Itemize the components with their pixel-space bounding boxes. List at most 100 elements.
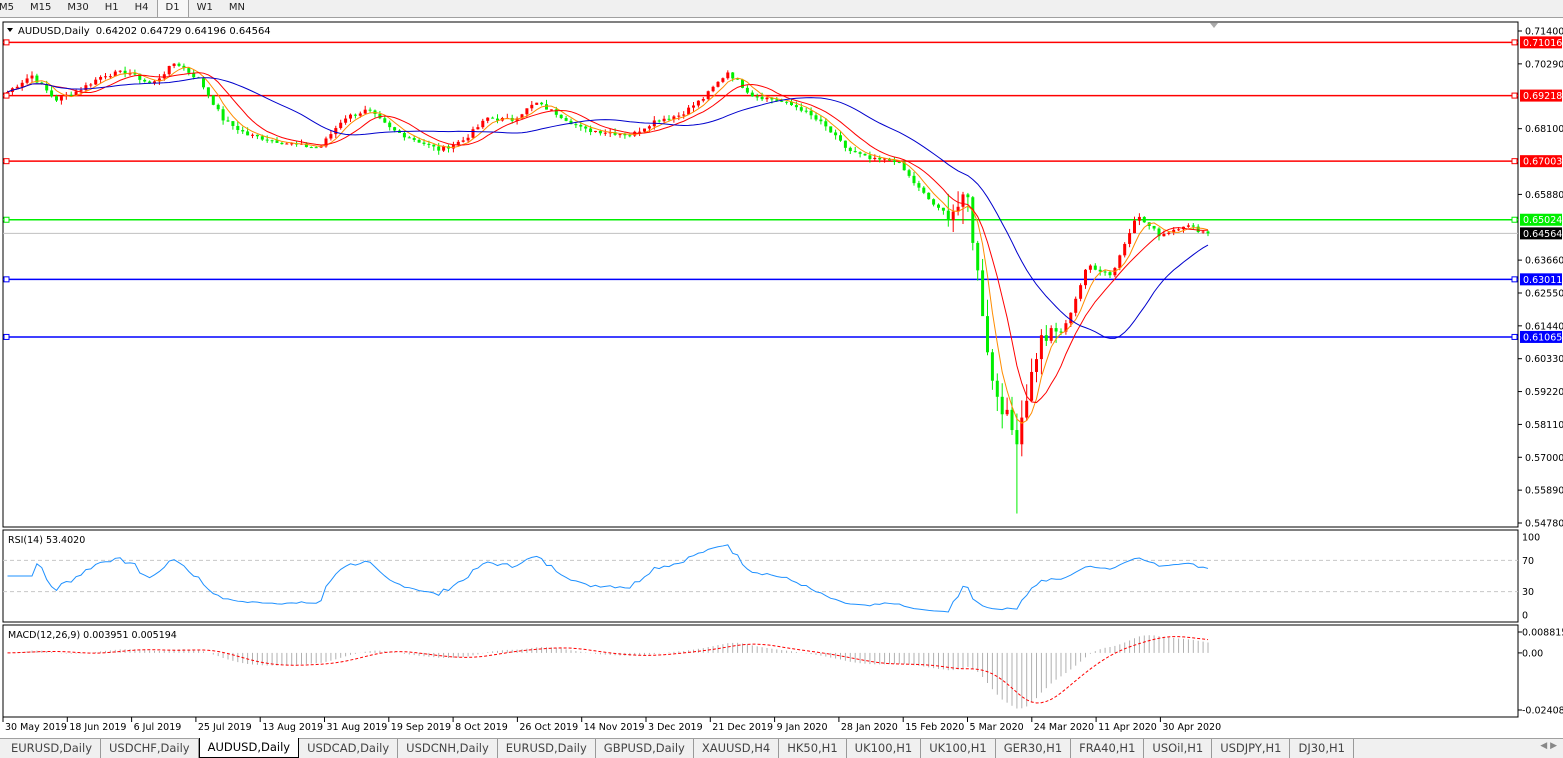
timeframe-m15[interactable]: M15: [30, 2, 52, 13]
rsi-panel[interactable]: [2, 529, 1519, 623]
timeframe-mn[interactable]: MN: [228, 2, 245, 13]
dropdown-triangle-icon[interactable]: [7, 28, 13, 32]
chart-tab[interactable]: USDCHF,Daily: [101, 739, 199, 758]
candle: [892, 156, 896, 165]
level-handle-left[interactable]: [3, 158, 10, 165]
candle: [677, 112, 681, 121]
candle: [961, 191, 965, 225]
timeframe-d1[interactable]: D1: [156, 0, 189, 17]
chart-tab[interactable]: UK100,H1: [847, 739, 922, 758]
date-tick-label: 15 Feb 2020: [905, 722, 964, 733]
candle: [564, 115, 568, 122]
level-handle-left[interactable]: [3, 39, 10, 46]
candle: [59, 95, 63, 105]
price-tick-label: 0.63660: [1525, 256, 1563, 267]
candle: [1191, 223, 1195, 230]
chart-tabs: EURUSD,Daily USDCHF,Daily AUDUSD,Daily USDC…: [0, 738, 1563, 758]
candle: [667, 115, 671, 122]
candle: [432, 144, 436, 151]
chart-tab[interactable]: AUDUSD,Daily: [198, 738, 300, 758]
chart-tab[interactable]: USDJPY,H1: [1212, 739, 1291, 758]
macd-label: MACD(12,26,9) 0.003951 0.005194: [8, 630, 177, 641]
candle: [69, 91, 73, 97]
level-price-tag: [1520, 213, 1562, 226]
candle: [692, 101, 695, 113]
candle: [990, 348, 994, 390]
candle: [535, 102, 539, 105]
candle: [108, 73, 112, 79]
candle: [834, 129, 838, 140]
chart-tab[interactable]: USDCNH,Daily: [398, 739, 498, 758]
level-handle-left[interactable]: [3, 92, 10, 99]
level-handle-left[interactable]: [3, 216, 10, 223]
price-tick-label: 0.71400: [1525, 27, 1563, 38]
chart-tab[interactable]: EURUSD,Daily: [3, 739, 101, 758]
chart-tab[interactable]: USOil,H1: [1144, 739, 1213, 758]
chart-tab[interactable]: FRA40,H1: [1071, 739, 1145, 758]
level-handle-left[interactable]: [3, 276, 10, 283]
macd-tick-label: 0.00: [1522, 648, 1543, 659]
level-handle-right[interactable]: [1511, 216, 1518, 223]
timeframe-m30[interactable]: M30: [67, 2, 89, 13]
candle: [1035, 352, 1038, 383]
timeframe-h1[interactable]: H1: [104, 2, 119, 13]
timeframe-toolbar: M5 M15 M30 H1 H4 D1 W1 MN: [0, 0, 1563, 18]
level-handle-right[interactable]: [1511, 158, 1518, 165]
candle: [118, 70, 122, 74]
chart-tab[interactable]: HK50,H1: [779, 739, 847, 758]
timeframe-h4[interactable]: H4: [134, 2, 149, 13]
candle: [79, 87, 83, 96]
price-tick-label: 0.60330: [1525, 354, 1563, 365]
candle: [402, 130, 406, 141]
chart-tab[interactable]: GER30,H1: [996, 739, 1072, 758]
candle: [932, 198, 936, 207]
candle: [1152, 225, 1156, 231]
candle: [706, 90, 710, 101]
candle: [741, 78, 744, 89]
chart-tab[interactable]: EURUSD,Daily: [498, 739, 596, 758]
chart-header: AUDUSD,Daily 0.64202 0.64729 0.64196 0.64…: [18, 26, 271, 37]
candle: [981, 258, 985, 317]
candle: [1157, 227, 1161, 241]
candle: [1025, 384, 1029, 421]
candle: [172, 63, 176, 69]
level-handle-right[interactable]: [1511, 276, 1518, 283]
chart-tab[interactable]: DJ30,H1: [1290, 739, 1354, 758]
candle: [662, 115, 666, 124]
candle: [368, 107, 372, 113]
macd-panel[interactable]: [2, 624, 1519, 718]
candle: [1030, 358, 1034, 402]
ma-mid-line: [7, 72, 1209, 404]
chart-tab[interactable]: XAUUSD,H4: [694, 739, 780, 758]
chart-tab[interactable]: GBPUSD,Daily: [596, 739, 694, 758]
candle: [1049, 325, 1053, 344]
rsi-tick-label: 100: [1522, 533, 1540, 544]
level-handle-right[interactable]: [1511, 333, 1518, 340]
chart-shift-marker-icon: [1210, 23, 1218, 28]
candle: [971, 195, 975, 251]
candle: [309, 146, 313, 149]
chart-tab[interactable]: USDCAD,Daily: [299, 739, 399, 758]
chart-window[interactable]: 0.71400 0.70290 0.68100 0.65880 0.63660 0.625…: [0, 18, 1563, 738]
tab-scroll-arrows-icon[interactable]: ◀ ▶: [1540, 741, 1557, 751]
candle: [976, 240, 980, 281]
level-handle-left[interactable]: [3, 333, 10, 340]
date-tick-label: 18 Jun 2019: [69, 722, 126, 733]
timeframe-m5[interactable]: M5: [0, 2, 14, 13]
candle: [863, 153, 867, 156]
level-handle-right[interactable]: [1511, 39, 1518, 46]
candle: [481, 118, 485, 129]
date-tick-label: 5 Mar 2020: [970, 722, 1024, 733]
candle: [907, 168, 911, 178]
main-price-panel[interactable]: [2, 21, 1519, 528]
date-tick-label: 8 Oct 2019: [455, 722, 508, 733]
candle: [1196, 224, 1200, 234]
chart-tab[interactable]: UK100,H1: [921, 739, 996, 758]
candle: [104, 72, 107, 80]
candle: [1088, 264, 1092, 273]
candle: [549, 109, 553, 111]
date-tick-label: 25 Jul 2019: [198, 722, 252, 733]
level-handle-right[interactable]: [1511, 92, 1518, 99]
timeframe-w1[interactable]: W1: [196, 2, 213, 13]
candle: [657, 119, 661, 123]
